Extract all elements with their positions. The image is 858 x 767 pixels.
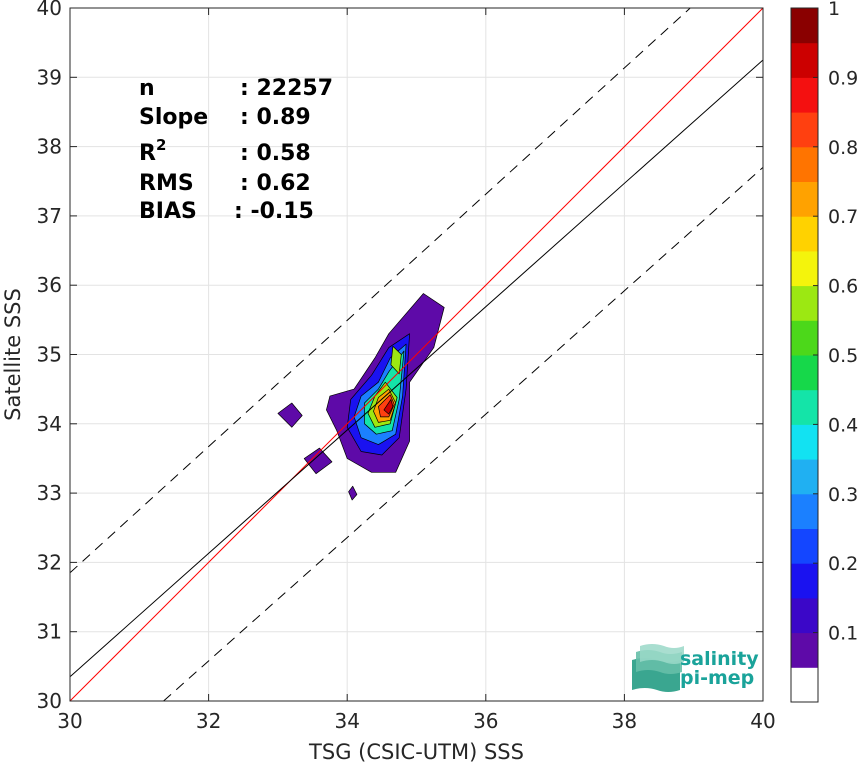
x-tick-label-1: 32 (196, 709, 221, 733)
logo-line1: salinity (680, 648, 759, 670)
stat-label-superscript-2: 2 (156, 136, 166, 154)
colorbar-segment-13 (791, 216, 818, 252)
y-axis-label: Satellite SSS (1, 288, 25, 421)
x-axis-label: TSG (CSIC-UTM) SSS (308, 740, 524, 764)
colorbar-segment-10 (791, 320, 818, 356)
colorbar-segment-6 (791, 459, 818, 495)
plot-area (70, 8, 763, 701)
colorbar-tick-label-1: 0.2 (828, 553, 858, 575)
stat-label-4: BIAS (139, 199, 197, 224)
colorbar-segment-1 (791, 632, 818, 668)
colorbar-segment-12 (791, 250, 818, 287)
colorbar-segment-15 (791, 146, 818, 182)
stat-value-1: : 0.89 (240, 105, 311, 130)
colorbar-tick-label-5: 0.6 (828, 276, 858, 298)
density-contour-4-0 (390, 345, 402, 375)
axes: 30 32 34 36 38 40 30 31 32 33 34 35 36 37 38 39 40 TSG (C… (1, 0, 776, 764)
colorbar-tick-label-4: 0.5 (828, 345, 858, 367)
lower-bound-line (163, 167, 763, 701)
colorbar-segment-0 (791, 667, 818, 703)
colorbar-segment-3 (791, 563, 818, 599)
stat-value-4: : -0.15 (234, 199, 314, 224)
y-tick-label-5: 35 (37, 343, 62, 367)
colorbar-segment-17 (791, 77, 818, 113)
colorbar-segment-2 (791, 597, 818, 634)
grid-lines (69, 7, 764, 702)
colorbar-tick-label-3: 0.4 (828, 414, 858, 436)
plot-content (70, 8, 763, 701)
colorbar-tick-label-6: 0.7 (828, 206, 858, 228)
y-tick-label-3: 33 (37, 481, 62, 505)
colorbar-tick-label-2: 0.3 (828, 484, 858, 506)
regression-line (70, 59, 763, 678)
y-tick-label-7: 37 (37, 204, 62, 228)
upper-bound-line (70, 8, 691, 574)
identity-line (70, 8, 763, 701)
stat-label-0: n (139, 76, 155, 101)
y-tick-label-9: 39 (37, 65, 62, 89)
colorbar-segment-16 (791, 112, 818, 148)
density-contour-0-3 (348, 485, 358, 501)
logo-wave-icon-3 (640, 644, 684, 664)
density-contour-0-1 (277, 402, 303, 428)
y-tick-label-0: 30 (37, 689, 62, 713)
stat-value-2: : 0.58 (240, 141, 311, 166)
logo-line2: pi-mep (680, 667, 754, 689)
colorbar: 0.1 0.2 0.3 0.4 0.5 0.6 0.7 0.8 0.9 1 (790, 0, 858, 703)
colorbar-segment-4 (791, 528, 818, 564)
colorbar-segment-5 (791, 493, 818, 529)
colorbar-segment-9 (791, 355, 818, 391)
x-tick-label-5: 40 (750, 709, 775, 733)
colorbar-tick-label-7: 0.8 (828, 137, 858, 159)
y-tick-label-2: 32 (37, 550, 62, 574)
y-tick-label-8: 38 (37, 135, 62, 159)
colorbar-segment-18 (791, 42, 818, 78)
y-tick-label-1: 31 (37, 620, 62, 644)
colorbar-tick-label-9: 1 (828, 0, 840, 20)
colorbar-segment-8 (791, 389, 818, 425)
x-tick-label-0: 30 (57, 709, 82, 733)
stat-label-1: Slope (139, 105, 208, 130)
density-contour-0-2 (303, 447, 333, 475)
stat-value-0: : 22257 (240, 76, 333, 101)
x-tick-label-2: 34 (334, 709, 359, 733)
stat-value-3: : 0.62 (240, 171, 311, 196)
x-tick-label-3: 36 (473, 709, 498, 733)
density-contour-7-0 (383, 399, 394, 415)
y-tick-label-10: 40 (37, 0, 62, 20)
y-tick-label-6: 36 (37, 273, 62, 297)
colorbar-tick-label-8: 0.9 (828, 67, 858, 89)
colorbar-tick-label-0: 0.1 (828, 623, 858, 645)
y-tick-label-4: 34 (37, 412, 62, 436)
stat-label-3: RMS (139, 171, 194, 196)
x-tick-label-4: 38 (612, 709, 637, 733)
colorbar-segment-19 (791, 8, 818, 44)
colorbar-segment-14 (791, 181, 818, 217)
colorbar-segment-7 (791, 424, 818, 460)
colorbar-segment-11 (791, 285, 818, 321)
salinity-pimep-logo: salinity pi-mep (632, 644, 759, 692)
